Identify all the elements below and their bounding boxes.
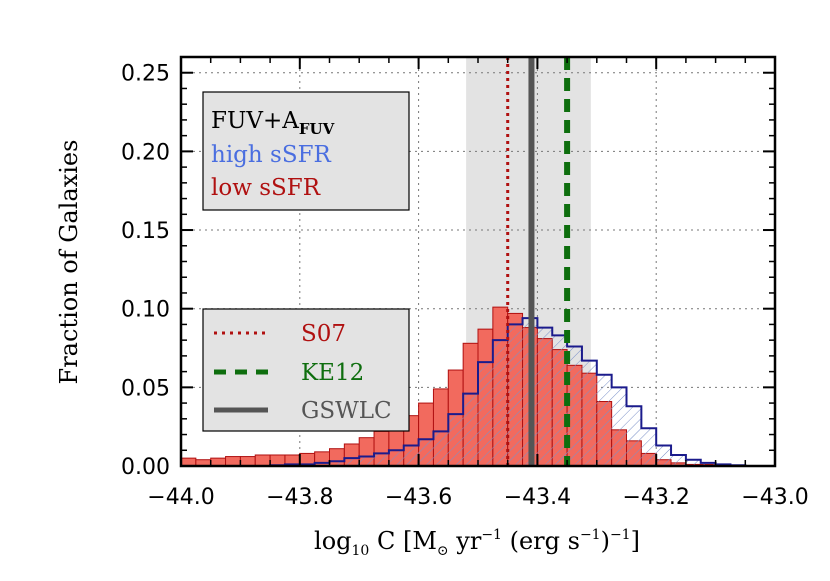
x-tick-label: −43.0	[741, 485, 808, 510]
tick-labels: −44.0 −43.8 −43.6 −43.4 −43.2 −43.0 0.00 0.05 0.…	[121, 62, 809, 510]
legend-ke12: KE12	[301, 360, 364, 386]
legend-gswlc: GSWLC	[301, 398, 392, 424]
x-axis-label: log10 C [M⊙ yr−1 (erg s−1)−1]	[314, 527, 640, 559]
legend-low-ssfr: low sSFR	[211, 175, 321, 201]
x-tick-label: −44.0	[147, 485, 214, 510]
high-ssfr-bars	[181, 317, 775, 466]
y-tick-label: 0.10	[121, 298, 170, 323]
y-axis-label: Fraction of Galaxies	[55, 140, 83, 385]
y-tick-label: 0.05	[121, 376, 170, 401]
y-tick-label: 0.25	[121, 62, 170, 87]
grid	[181, 57, 775, 466]
ticks	[180, 57, 776, 467]
reference-lines	[506, 57, 571, 466]
x-tick-label: −43.2	[622, 485, 689, 510]
legend-top-box	[202, 91, 410, 211]
high-ssfr-outline	[181, 317, 775, 466]
low-ssfr-bar	[239, 456, 256, 467]
low-ssfr-bar	[254, 454, 271, 467]
legend-top: FUV+AFUV high sSFR low sSFR	[202, 91, 410, 211]
legend-fuv: FUV+AFUV	[211, 108, 335, 138]
y-tick-label: 0.15	[121, 219, 170, 244]
x-tick-label: −43.8	[266, 485, 333, 510]
y-tick-label: 0.20	[121, 140, 170, 165]
legend-bottom: S07 KE12 GSWLC	[202, 308, 410, 432]
low-ssfr-bar	[225, 456, 241, 467]
legend-high-ssfr: high sSFR	[211, 142, 332, 168]
y-tick-label: 0.00	[121, 455, 170, 480]
x-tick-label: −43.6	[385, 485, 452, 510]
x-tick-label: −43.4	[504, 485, 571, 510]
legend-s07: S07	[301, 321, 346, 347]
